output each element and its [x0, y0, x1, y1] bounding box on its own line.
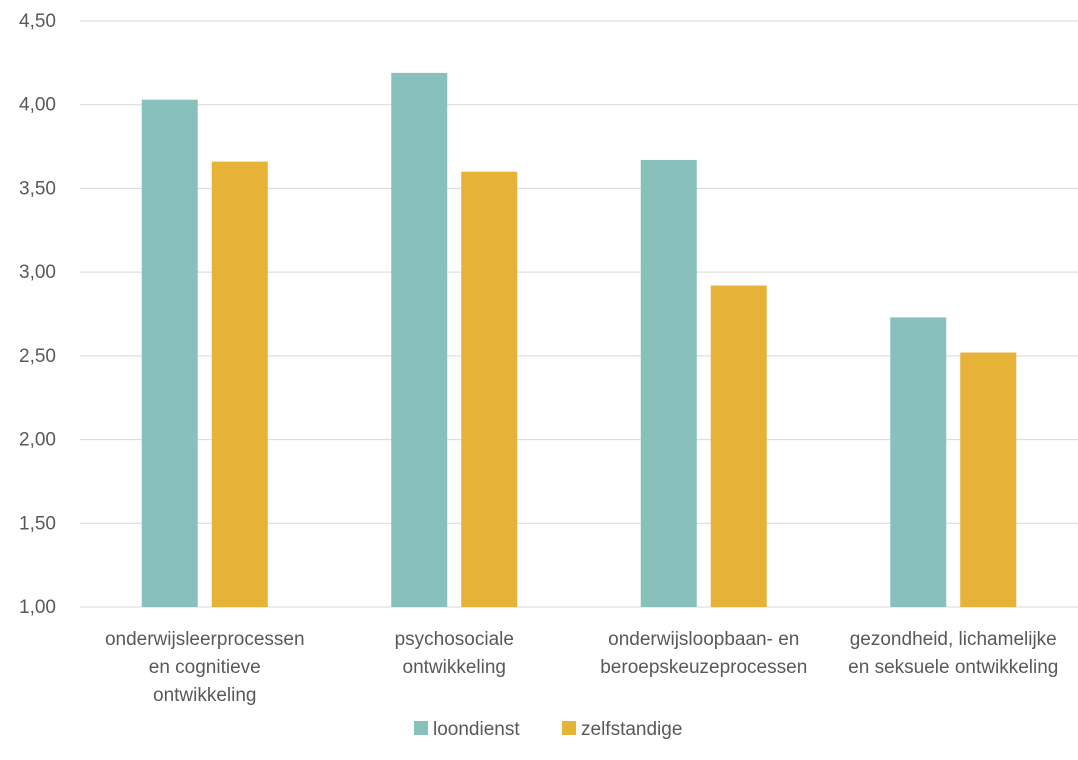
bars: [141, 72, 1017, 608]
legend-swatch-loondienst: [414, 721, 428, 735]
x-category-label: gezondheid, lichamelijke en seksuele ontw…: [848, 629, 1058, 678]
x-category-label-line: onderwijsleerprocessen: [105, 629, 305, 650]
y-tick-label: 1,00: [19, 597, 56, 618]
y-tick-label: 3,50: [19, 178, 56, 199]
x-category-label-line: psychosociale: [395, 629, 514, 650]
bar-loondienst: [890, 317, 947, 607]
y-tick-label: 2,50: [19, 346, 56, 367]
y-tick-label: 3,00: [19, 262, 56, 283]
bar-loondienst: [141, 99, 198, 607]
y-tick-label: 2,00: [19, 430, 56, 451]
bar-zelfstandige: [461, 171, 518, 607]
legend-swatch-zelfstandige: [562, 721, 576, 735]
legend-label-zelfstandige: zelfstandige: [581, 719, 682, 740]
x-category-label-line: beroepskeuzeprocessen: [600, 657, 807, 678]
bar-zelfstandige: [211, 161, 268, 607]
x-category-label-line: en cognitieve: [149, 657, 261, 678]
bar-zelfstandige: [960, 352, 1017, 607]
y-tick-label: 4,00: [19, 95, 56, 116]
x-category-label: onderwijsleerprocessen en cognitieve ontwi…: [105, 629, 305, 706]
x-category-label: psychosociale ontwikkeling: [395, 629, 514, 678]
y-axis-tick-labels: 1,00 1,50 2,00 2,50 3,00 3,50 4,00 4,50: [19, 11, 56, 618]
bar-loondienst: [640, 159, 697, 608]
bar-loondienst: [391, 72, 448, 608]
legend-label-loondienst: loondienst: [433, 719, 520, 740]
x-category-label-line: ontwikkeling: [153, 685, 257, 706]
y-tick-label: 1,50: [19, 513, 56, 534]
x-category-label-line: onderwijsloopbaan- en: [608, 629, 799, 650]
x-category-label-line: en seksuele ontwikkeling: [848, 657, 1058, 678]
x-axis-category-labels: onderwijsleerprocessen en cognitieve ontwi…: [105, 629, 1058, 706]
x-category-label-line: gezondheid, lichamelijke: [850, 629, 1057, 650]
x-category-label-line: ontwikkeling: [403, 657, 507, 678]
bar-zelfstandige: [710, 285, 767, 607]
x-category-label: onderwijsloopbaan- en beroepskeuzeprocess…: [600, 629, 807, 678]
y-tick-label: 4,50: [19, 11, 56, 32]
legend: loondienst zelfstandige: [414, 719, 682, 740]
